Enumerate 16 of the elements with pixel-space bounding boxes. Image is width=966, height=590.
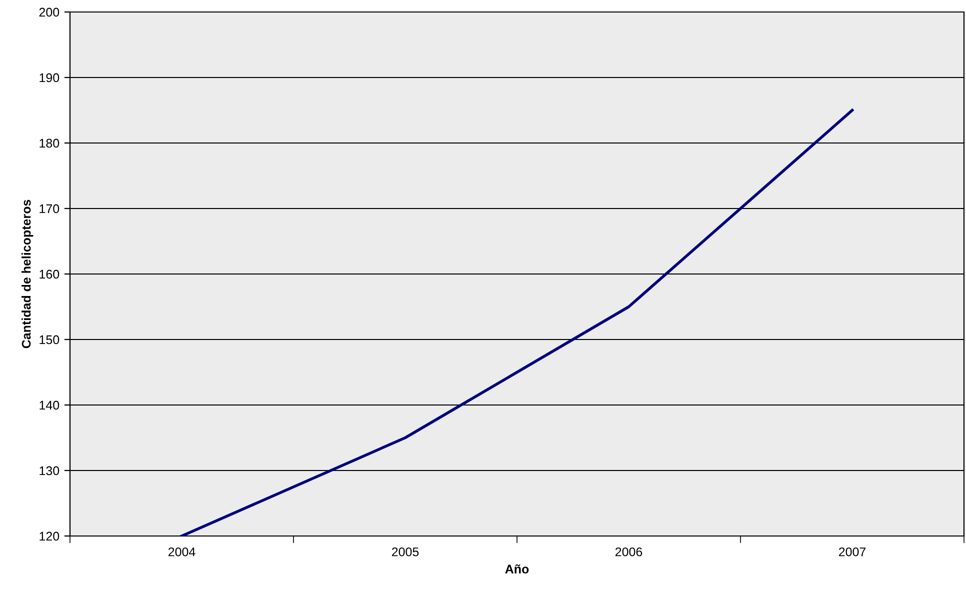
y-tick-label: 150 (40, 335, 60, 344)
x-tick-label: 2005 (392, 547, 419, 556)
y-tick-label: 200 (39, 8, 60, 17)
x-axis-title: Año (505, 564, 529, 574)
y-tick-label: 140 (40, 400, 60, 410)
y-tick-label: 120 (40, 532, 60, 541)
y-tick-label: 190 (40, 73, 60, 82)
x-tick-label: 2004 (168, 547, 196, 556)
line-series (180, 108, 854, 536)
y-tick-label: 160 (40, 270, 60, 279)
y-axis-title: Cantidad de helicopteros (22, 200, 34, 348)
x-tick-label: 2007 (838, 547, 866, 556)
y-tick-label: 180 (40, 138, 60, 148)
y-tick-label: 170 (40, 204, 60, 214)
y-tick-label: 130 (40, 466, 60, 476)
x-tick-label: 2006 (615, 547, 642, 556)
